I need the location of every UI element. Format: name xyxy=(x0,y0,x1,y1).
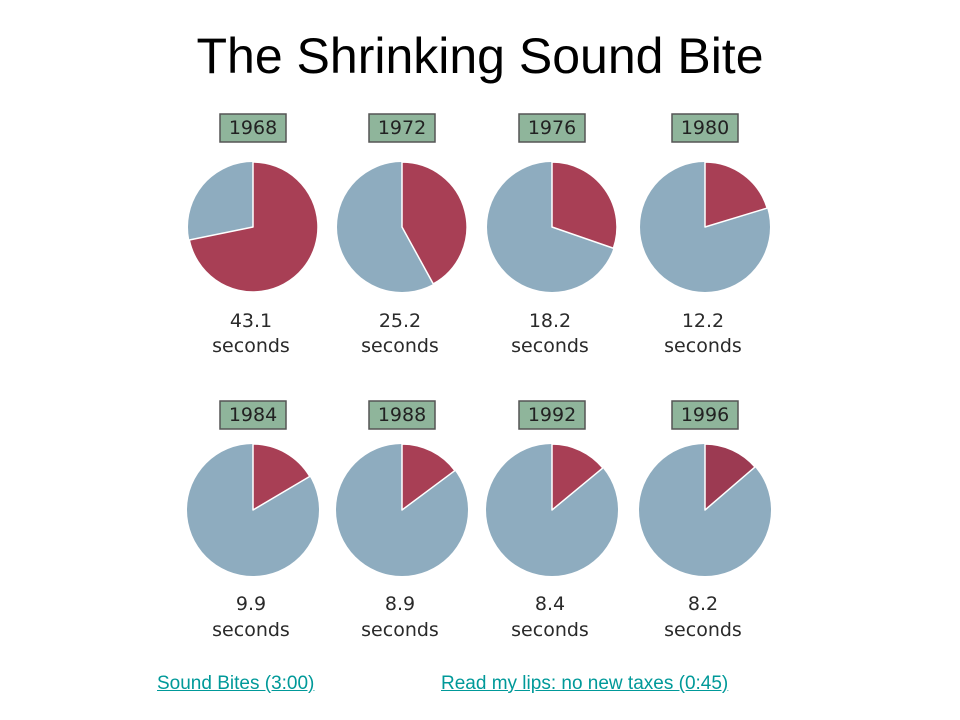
unit-label-1968: seconds xyxy=(212,335,290,357)
unit-label-1972: seconds xyxy=(361,335,439,357)
pie-slice-1976 xyxy=(551,161,618,249)
pie-slice-1984 xyxy=(252,443,311,511)
value-label-1968: 43.1 xyxy=(230,310,272,332)
year-label-1996: 1996 xyxy=(681,404,729,426)
year-box-1976 xyxy=(518,113,586,143)
value-label-1980: 12.2 xyxy=(682,310,724,332)
pie-slice-1972 xyxy=(401,161,468,285)
year-box-1968 xyxy=(219,113,287,143)
value-label-1976: 18.2 xyxy=(529,310,571,332)
value-label-1984: 9.9 xyxy=(236,593,266,615)
value-label-1988: 8.9 xyxy=(385,593,415,615)
pie-slice-1980 xyxy=(704,161,768,228)
year-label-1968: 1968 xyxy=(229,117,277,139)
unit-label-1988: seconds xyxy=(361,619,439,641)
year-box-1992 xyxy=(518,400,586,430)
year-box-1972 xyxy=(368,113,436,143)
year-label-1984: 1984 xyxy=(229,404,277,426)
year-box-1988 xyxy=(368,400,436,430)
pie-slice-1992 xyxy=(551,443,604,511)
pie-slice-1988 xyxy=(401,443,456,511)
sound-bites-link[interactable]: Sound Bites (3:00) xyxy=(157,673,315,694)
pie-slice-1968 xyxy=(188,161,319,293)
year-label-1972: 1972 xyxy=(378,117,426,139)
unit-label-1980: seconds xyxy=(664,335,742,357)
year-label-1992: 1992 xyxy=(528,404,576,426)
value-label-1992: 8.4 xyxy=(535,593,565,615)
pie-slice-1996 xyxy=(704,443,756,511)
unit-label-1992: seconds xyxy=(511,619,589,641)
read-my-lips-link[interactable]: Read my lips: no new taxes (0:45) xyxy=(441,673,729,694)
year-label-1980: 1980 xyxy=(681,117,729,139)
page-title: The Shrinking Sound Bite xyxy=(196,28,764,84)
value-label-1996: 8.2 xyxy=(688,593,718,615)
year-box-1980 xyxy=(671,113,739,143)
value-label-1972: 25.2 xyxy=(379,310,421,332)
year-box-1984 xyxy=(219,400,287,430)
year-box-1996 xyxy=(671,400,739,430)
unit-label-1976: seconds xyxy=(511,335,589,357)
year-label-1988: 1988 xyxy=(378,404,426,426)
year-label-1976: 1976 xyxy=(528,117,576,139)
footer-links: Sound Bites (3:00) Read my lips: no new … xyxy=(0,673,960,703)
unit-label-1984: seconds xyxy=(212,619,290,641)
unit-label-1996: seconds xyxy=(664,619,742,641)
